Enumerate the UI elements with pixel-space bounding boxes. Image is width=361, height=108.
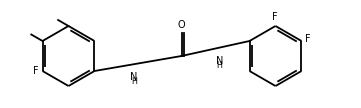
Text: N: N: [216, 56, 223, 67]
Text: F: F: [305, 34, 311, 44]
Text: O: O: [178, 20, 185, 30]
Text: H: H: [131, 76, 137, 86]
Text: H: H: [217, 61, 222, 71]
Text: N: N: [130, 71, 138, 82]
Text: F: F: [33, 66, 39, 76]
Text: F: F: [272, 12, 277, 22]
